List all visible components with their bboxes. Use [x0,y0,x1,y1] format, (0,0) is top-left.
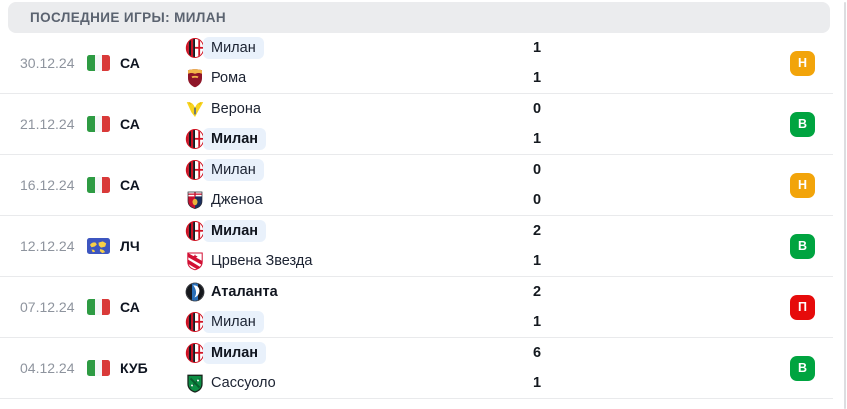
section-title: ПОСЛЕДНИЕ ИГРЫ: МИЛАН [30,10,227,25]
teams-column: Верона 0 Милан 1 [185,94,790,154]
competition-label: СА [120,299,140,315]
team-line-away: Дженоа 0 [185,188,790,213]
team-score: 1 [533,374,542,391]
team-line-home: Милан 2 [185,219,790,244]
team-score: 1 [533,69,542,86]
crvena-zvezda-logo [185,251,205,271]
match-date: 30.12.24 [20,55,75,71]
team-line-away: Сассуоло 1 [185,371,790,396]
atalanta-logo [185,282,205,302]
team-name: Милан [203,37,264,60]
team-score: 0 [533,101,542,118]
team-name: Рома [211,69,247,86]
milan-logo [185,128,205,149]
verona-logo [185,99,205,119]
match-row[interactable]: 07.12.24 СА Аталанта 2 Милан 1 П [0,277,833,338]
match-date: 04.12.24 [20,360,75,376]
team-line-away: Рома 1 [185,66,790,91]
sassuolo-logo [185,373,205,393]
italy-flag [87,299,110,315]
milan-logo [185,343,205,364]
international-flag [87,238,110,254]
team-name: Сассуоло [211,374,276,391]
team-score: 2 [533,284,542,301]
result-badge: В [790,355,815,381]
teams-column: Аталанта 2 Милан 1 [185,277,790,337]
team-score: 1 [533,130,542,147]
milan-logo [185,160,205,181]
match-row[interactable]: 21.12.24 СА Верона 0 Милан 1 В [0,94,833,155]
team-name: Црвена Звезда [211,252,313,269]
section-header: ПОСЛЕДНИЕ ИГРЫ: МИЛАН [8,2,830,33]
team-name: Милан [203,310,264,333]
italy-flag [87,177,110,193]
milan-logo [185,38,205,59]
team-line-away: Црвена Звезда 1 [185,249,790,274]
team-line-away: Милан 1 [185,127,790,152]
teams-column: Милан 6 Сассуоло 1 [185,338,790,398]
result-badge: П [790,294,815,320]
competition-label: ЛЧ [120,238,140,254]
team-line-away: Милан 1 [185,310,790,335]
team-name: Милан [203,127,267,150]
roma-logo [185,68,205,88]
team-score: 0 [533,162,542,179]
italy-flag [87,55,110,71]
team-line-home: Верона 0 [185,97,790,122]
match-date: 07.12.24 [20,299,75,315]
team-line-home: Милан 0 [185,158,790,183]
result-badge: В [790,233,815,259]
milan-logo [185,221,205,242]
team-line-home: Аталанта 2 [185,280,790,305]
team-name: Аталанта [211,284,278,301]
match-date: 16.12.24 [20,177,75,193]
match-row[interactable]: 12.12.24 ЛЧ Милан 2 Црвена Звезда 1 В [0,216,833,277]
match-row[interactable]: 04.12.24 КУБ Милан 6 Сассуоло 1 В [0,338,833,399]
match-date: 21.12.24 [20,116,75,132]
teams-column: Милан 0 Дженоа 0 [185,155,790,215]
team-name: Милан [203,220,267,243]
matches-list: 30.12.24 СА Милан 1 Рома 1 Н 21.12.24 СА [0,33,847,399]
team-score: 2 [533,223,542,240]
team-score: 1 [533,313,542,330]
italy-flag [87,116,110,132]
team-line-home: Милан 1 [185,36,790,61]
competition-label: СА [120,55,140,71]
match-row[interactable]: 16.12.24 СА Милан 0 Дженоа 0 Н [0,155,833,216]
team-name: Милан [203,159,264,182]
italy-flag [87,360,110,376]
genoa-logo [185,190,205,210]
milan-logo [185,311,205,332]
match-row[interactable]: 30.12.24 СА Милан 1 Рома 1 Н [0,33,833,94]
scrollbar[interactable] [844,2,846,409]
match-date: 12.12.24 [20,238,75,254]
result-badge: Н [790,172,815,198]
team-score: 1 [533,40,542,57]
team-name: Милан [203,342,267,365]
team-score: 0 [533,191,542,208]
result-badge: В [790,111,815,137]
team-name: Верона [211,101,261,118]
team-score: 1 [533,252,542,269]
competition-label: СА [120,116,140,132]
competition-label: КУБ [120,360,148,376]
team-line-home: Милан 6 [185,341,790,366]
team-score: 6 [533,345,542,362]
team-name: Дженоа [211,191,263,208]
result-badge: Н [790,50,815,76]
competition-label: СА [120,177,140,193]
teams-column: Милан 1 Рома 1 [185,33,790,93]
teams-column: Милан 2 Црвена Звезда 1 [185,216,790,276]
